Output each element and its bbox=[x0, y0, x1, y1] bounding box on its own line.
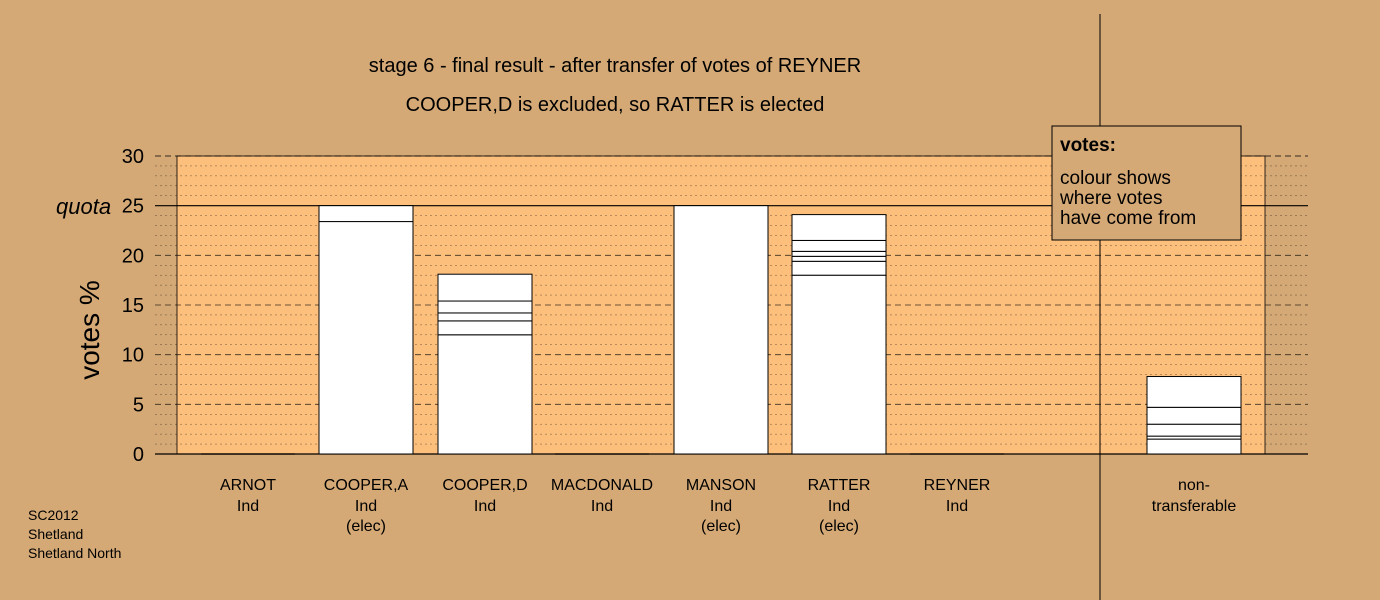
candidate-cooper-a-bar-segment bbox=[318, 221, 414, 455]
nontransferable-label-2: transferable bbox=[1152, 498, 1237, 515]
legend-line-3: have come from bbox=[1060, 208, 1196, 229]
legend-heading: votes: bbox=[1060, 135, 1116, 156]
candidate-party-label: Ind bbox=[474, 498, 496, 515]
candidate-ratter-bar-segment bbox=[791, 214, 887, 241]
footer-line-3: Shetland North bbox=[28, 545, 121, 561]
nontransferable-bar-segment bbox=[1146, 438, 1242, 455]
candidate-ratter-bar bbox=[791, 214, 887, 455]
y-tick-label: 30 bbox=[122, 146, 144, 168]
candidate-name-label: ARNOT bbox=[220, 477, 276, 494]
candidate-manson-bar bbox=[673, 205, 769, 455]
y-tick-label: 0 bbox=[133, 444, 144, 466]
candidate-ratter-bar-segment bbox=[791, 260, 887, 276]
x-axis-labels: ARNOT Ind COOPER,A Ind (elec) COOPER,D Ind MACD… bbox=[220, 477, 1236, 535]
legend-line-2: where votes bbox=[1059, 188, 1162, 209]
y-axis-ticks: 0 5 10 15 20 25 30 bbox=[122, 146, 144, 466]
y-tick-label: 10 bbox=[122, 345, 144, 367]
y-tick-label: 20 bbox=[122, 245, 144, 267]
chart-title-line2: COOPER,D is excluded, so RATTER is elect… bbox=[406, 94, 825, 116]
candidate-name-label: MACDONALD bbox=[551, 477, 653, 494]
candidate-cooper-d-bar-segment bbox=[437, 334, 533, 455]
quota-label: quota bbox=[56, 194, 111, 219]
candidate-cooper-a-bar bbox=[318, 205, 414, 455]
candidate-party-label: Ind bbox=[591, 498, 613, 515]
y-tick-label: 15 bbox=[122, 295, 144, 317]
candidate-cooper-d-bar-segment bbox=[437, 273, 533, 302]
candidate-status-label: (elec) bbox=[819, 518, 859, 535]
nontransferable-bar-segment bbox=[1146, 376, 1242, 408]
candidate-name-label: RATTER bbox=[808, 477, 871, 494]
candidate-name-label: COOPER,D bbox=[442, 477, 527, 494]
candidate-ratter-bar-segment bbox=[791, 239, 887, 252]
candidate-ratter-bar-segment bbox=[791, 274, 887, 455]
candidate-name-label: MANSON bbox=[686, 477, 756, 494]
bars bbox=[201, 205, 1242, 455]
candidate-name-label: COOPER,A bbox=[324, 477, 409, 494]
candidate-ratter-bar-segment bbox=[791, 255, 887, 262]
candidate-ratter-bar-segment bbox=[791, 250, 887, 257]
nontransferable-label-1: non- bbox=[1178, 477, 1210, 494]
candidate-cooper-a-bar-segment bbox=[318, 205, 414, 223]
legend-line-1: colour shows bbox=[1060, 168, 1171, 189]
candidate-manson-bar-segment bbox=[673, 205, 769, 455]
y-tick-label: 25 bbox=[122, 196, 144, 218]
chart-title-line1: stage 6 - final result - after transfer … bbox=[369, 55, 861, 77]
y-tick-label: 5 bbox=[133, 394, 144, 416]
candidate-party-label: Ind bbox=[237, 498, 259, 515]
candidate-cooper-d-bar-segment bbox=[437, 300, 533, 314]
candidate-cooper-d-bar-segment bbox=[437, 320, 533, 336]
candidate-name-label: REYNER bbox=[924, 477, 991, 494]
candidate-party-label: Ind bbox=[946, 498, 968, 515]
nontransferable-bar bbox=[1146, 376, 1242, 455]
footer-line-1: SC2012 bbox=[28, 507, 79, 523]
footer-line-2: Shetland bbox=[28, 526, 83, 542]
nontransferable-bar-segment bbox=[1146, 423, 1242, 437]
legend-box: votes: colour shows where votes have com… bbox=[1051, 125, 1242, 241]
candidate-party-label: Ind bbox=[355, 498, 377, 515]
candidate-cooper-d-bar bbox=[437, 273, 533, 455]
candidate-party-label: Ind bbox=[710, 498, 732, 515]
candidate-cooper-d-bar-segment bbox=[437, 312, 533, 322]
candidate-party-label: Ind bbox=[828, 498, 850, 515]
y-axis-label: votes % bbox=[74, 280, 105, 380]
nontransferable-bar-segment bbox=[1146, 406, 1242, 425]
candidate-status-label: (elec) bbox=[346, 518, 386, 535]
candidate-status-label: (elec) bbox=[701, 518, 741, 535]
